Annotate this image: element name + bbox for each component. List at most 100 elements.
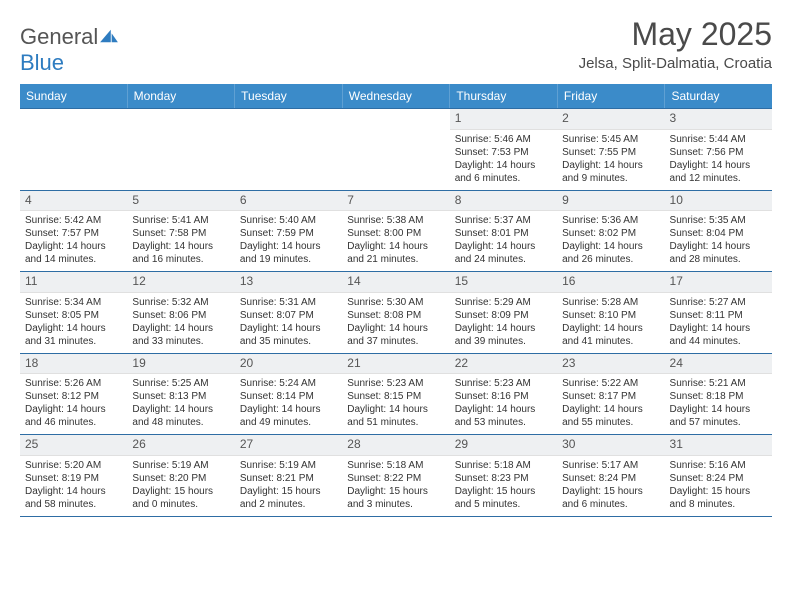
sunrise-text: Sunrise: 5:19 AM — [132, 459, 229, 472]
sunset-text: Sunset: 8:24 PM — [670, 472, 767, 485]
day-cell: 22Sunrise: 5:23 AMSunset: 8:16 PMDayligh… — [450, 354, 557, 435]
week-row: 1Sunrise: 5:46 AMSunset: 7:53 PMDaylight… — [20, 108, 772, 191]
day-content: Sunrise: 5:25 AMSunset: 8:13 PMDaylight:… — [127, 374, 234, 434]
week-row: 4Sunrise: 5:42 AMSunset: 7:57 PMDaylight… — [20, 191, 772, 273]
day-number: 27 — [235, 435, 342, 456]
day-cell: 4Sunrise: 5:42 AMSunset: 7:57 PMDaylight… — [20, 191, 127, 272]
day-content: Sunrise: 5:27 AMSunset: 8:11 PMDaylight:… — [665, 293, 772, 353]
daylight-text: Daylight: 14 hours and 44 minutes. — [670, 322, 767, 348]
day-cell: 27Sunrise: 5:19 AMSunset: 8:21 PMDayligh… — [235, 435, 342, 516]
daylight-text: Daylight: 14 hours and 49 minutes. — [240, 403, 337, 429]
sunset-text: Sunset: 7:57 PM — [25, 227, 122, 240]
sunrise-text: Sunrise: 5:30 AM — [347, 296, 444, 309]
day-content: Sunrise: 5:35 AMSunset: 8:04 PMDaylight:… — [665, 211, 772, 271]
day-cell: 28Sunrise: 5:18 AMSunset: 8:22 PMDayligh… — [342, 435, 449, 516]
day-cell: 26Sunrise: 5:19 AMSunset: 8:20 PMDayligh… — [127, 435, 234, 516]
day-cell: 12Sunrise: 5:32 AMSunset: 8:06 PMDayligh… — [127, 272, 234, 353]
day-cell: 25Sunrise: 5:20 AMSunset: 8:19 PMDayligh… — [20, 435, 127, 516]
day-cell: 15Sunrise: 5:29 AMSunset: 8:09 PMDayligh… — [450, 272, 557, 353]
sunset-text: Sunset: 8:22 PM — [347, 472, 444, 485]
sunset-text: Sunset: 7:53 PM — [455, 146, 552, 159]
day-content: Sunrise: 5:31 AMSunset: 8:07 PMDaylight:… — [235, 293, 342, 353]
sunrise-text: Sunrise: 5:35 AM — [670, 214, 767, 227]
sunrise-text: Sunrise: 5:26 AM — [25, 377, 122, 390]
daylight-text: Daylight: 14 hours and 37 minutes. — [347, 322, 444, 348]
daylight-text: Daylight: 14 hours and 33 minutes. — [132, 322, 229, 348]
day-number: 7 — [342, 191, 449, 212]
week-row: 25Sunrise: 5:20 AMSunset: 8:19 PMDayligh… — [20, 435, 772, 517]
sunset-text: Sunset: 8:01 PM — [455, 227, 552, 240]
sunset-text: Sunset: 8:19 PM — [25, 472, 122, 485]
weekday-monday: Monday — [128, 84, 236, 108]
daylight-text: Daylight: 14 hours and 58 minutes. — [25, 485, 122, 511]
sunset-text: Sunset: 8:20 PM — [132, 472, 229, 485]
day-number: 20 — [235, 354, 342, 375]
day-empty — [20, 109, 127, 190]
sunset-text: Sunset: 8:10 PM — [562, 309, 659, 322]
weekday-friday: Friday — [558, 84, 666, 108]
sunrise-text: Sunrise: 5:29 AM — [455, 296, 552, 309]
logo-text: General Blue — [20, 24, 120, 76]
week-row: 18Sunrise: 5:26 AMSunset: 8:12 PMDayligh… — [20, 354, 772, 436]
sunrise-text: Sunrise: 5:34 AM — [25, 296, 122, 309]
sunrise-text: Sunrise: 5:20 AM — [25, 459, 122, 472]
sunset-text: Sunset: 8:12 PM — [25, 390, 122, 403]
day-number: 11 — [20, 272, 127, 293]
sunrise-text: Sunrise: 5:31 AM — [240, 296, 337, 309]
sunset-text: Sunset: 8:00 PM — [347, 227, 444, 240]
day-number: 3 — [665, 109, 772, 130]
day-number: 10 — [665, 191, 772, 212]
daylight-text: Daylight: 14 hours and 6 minutes. — [455, 159, 552, 185]
day-number: 21 — [342, 354, 449, 375]
daylight-text: Daylight: 15 hours and 3 minutes. — [347, 485, 444, 511]
sunrise-text: Sunrise: 5:37 AM — [455, 214, 552, 227]
daylight-text: Daylight: 14 hours and 21 minutes. — [347, 240, 444, 266]
day-cell: 20Sunrise: 5:24 AMSunset: 8:14 PMDayligh… — [235, 354, 342, 435]
day-content: Sunrise: 5:28 AMSunset: 8:10 PMDaylight:… — [557, 293, 664, 353]
day-content: Sunrise: 5:24 AMSunset: 8:14 PMDaylight:… — [235, 374, 342, 434]
daylight-text: Daylight: 14 hours and 9 minutes. — [562, 159, 659, 185]
day-content: Sunrise: 5:41 AMSunset: 7:58 PMDaylight:… — [127, 211, 234, 271]
sunset-text: Sunset: 8:05 PM — [25, 309, 122, 322]
daylight-text: Daylight: 14 hours and 51 minutes. — [347, 403, 444, 429]
day-content: Sunrise: 5:44 AMSunset: 7:56 PMDaylight:… — [665, 130, 772, 190]
logo-part2: Blue — [20, 50, 64, 75]
weekday-header-row: SundayMondayTuesdayWednesdayThursdayFrid… — [20, 84, 772, 108]
sunset-text: Sunset: 7:56 PM — [670, 146, 767, 159]
daylight-text: Daylight: 14 hours and 55 minutes. — [562, 403, 659, 429]
daylight-text: Daylight: 15 hours and 8 minutes. — [670, 485, 767, 511]
day-content: Sunrise: 5:26 AMSunset: 8:12 PMDaylight:… — [20, 374, 127, 434]
day-number: 5 — [127, 191, 234, 212]
sunrise-text: Sunrise: 5:41 AM — [132, 214, 229, 227]
sunrise-text: Sunrise: 5:17 AM — [562, 459, 659, 472]
header: General Blue May 2025 Jelsa, Split-Dalma… — [20, 16, 772, 76]
sunset-text: Sunset: 8:24 PM — [562, 472, 659, 485]
day-cell: 13Sunrise: 5:31 AMSunset: 8:07 PMDayligh… — [235, 272, 342, 353]
day-content: Sunrise: 5:17 AMSunset: 8:24 PMDaylight:… — [557, 456, 664, 516]
sunrise-text: Sunrise: 5:19 AM — [240, 459, 337, 472]
day-number: 16 — [557, 272, 664, 293]
day-cell: 1Sunrise: 5:46 AMSunset: 7:53 PMDaylight… — [450, 109, 557, 190]
day-number: 13 — [235, 272, 342, 293]
day-number: 22 — [450, 354, 557, 375]
sunrise-text: Sunrise: 5:18 AM — [455, 459, 552, 472]
sunset-text: Sunset: 8:17 PM — [562, 390, 659, 403]
weekday-thursday: Thursday — [450, 84, 558, 108]
day-number: 26 — [127, 435, 234, 456]
day-number: 19 — [127, 354, 234, 375]
daylight-text: Daylight: 14 hours and 35 minutes. — [240, 322, 337, 348]
daylight-text: Daylight: 15 hours and 5 minutes. — [455, 485, 552, 511]
day-content: Sunrise: 5:46 AMSunset: 7:53 PMDaylight:… — [450, 130, 557, 190]
daylight-text: Daylight: 14 hours and 26 minutes. — [562, 240, 659, 266]
sunrise-text: Sunrise: 5:45 AM — [562, 133, 659, 146]
sunrise-text: Sunrise: 5:27 AM — [670, 296, 767, 309]
day-number: 28 — [342, 435, 449, 456]
day-content: Sunrise: 5:16 AMSunset: 8:24 PMDaylight:… — [665, 456, 772, 516]
day-content: Sunrise: 5:40 AMSunset: 7:59 PMDaylight:… — [235, 211, 342, 271]
day-content: Sunrise: 5:34 AMSunset: 8:05 PMDaylight:… — [20, 293, 127, 353]
day-content: Sunrise: 5:23 AMSunset: 8:15 PMDaylight:… — [342, 374, 449, 434]
sunrise-text: Sunrise: 5:38 AM — [347, 214, 444, 227]
daylight-text: Daylight: 14 hours and 48 minutes. — [132, 403, 229, 429]
day-number: 2 — [557, 109, 664, 130]
sunset-text: Sunset: 8:11 PM — [670, 309, 767, 322]
